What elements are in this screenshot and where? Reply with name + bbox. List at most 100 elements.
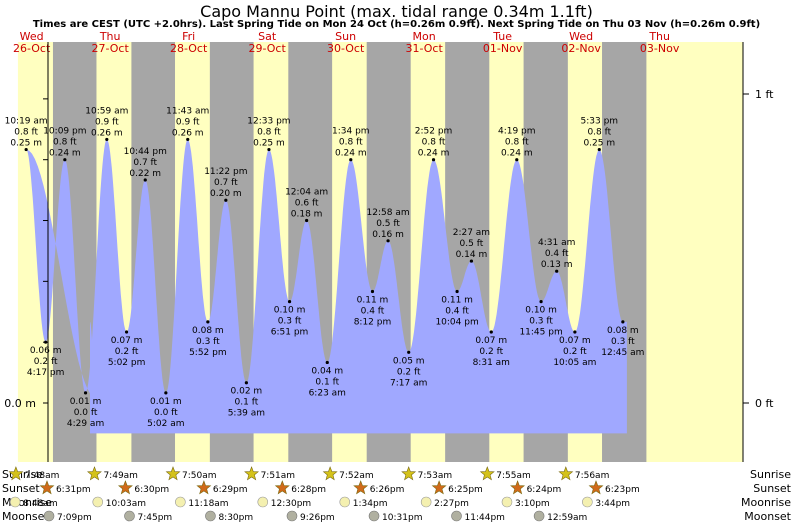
moonset-time: 11:44pm: [465, 513, 505, 523]
tide-point: [515, 158, 519, 162]
day-weekday-label: Wed: [20, 30, 44, 43]
tide-m-label: 0.11 m: [357, 295, 389, 305]
sunset-icon: [431, 480, 447, 495]
tide-point: [224, 198, 228, 202]
tide-m-label: 0.07 m: [559, 336, 591, 346]
tide-point: [386, 239, 390, 243]
tide-area: [26, 139, 627, 434]
tide-ft-label: 0.1 ft: [315, 377, 339, 387]
tide-time-label: 5:02 am: [147, 419, 184, 429]
tide-m-label: 0.10 m: [274, 306, 306, 316]
tide-time-label: 12:04 am: [285, 188, 328, 198]
tide-m-label: 0.24 m: [335, 149, 367, 159]
tide-m-label: 0.14 m: [456, 250, 488, 260]
moonrise-time: 12:30pm: [271, 499, 311, 509]
right-axis-label: 0 ft: [755, 397, 774, 410]
tide-point: [244, 381, 248, 385]
moonrise-time: 1:34pm: [353, 499, 388, 509]
sunset-time: 6:26pm: [370, 485, 405, 495]
day-date-label: 28-Oct: [170, 42, 208, 55]
tide-ft-label: 0.7 ft: [214, 178, 238, 188]
sunrise-time: 7:52am: [339, 471, 374, 481]
tide-time-label: 5:33 pm: [581, 117, 619, 127]
tide-ft-label: 0.3 ft: [196, 337, 220, 347]
tide-point: [370, 289, 375, 294]
tide-ft-label: 0.2 ft: [115, 347, 139, 357]
day-date-label: 26-Oct: [13, 42, 51, 55]
tide-m-label: 0.04 m: [311, 366, 343, 376]
tide-point: [63, 158, 67, 162]
tide-time-label: 10:44 pm: [124, 147, 167, 157]
tide-ft-label: 0.4 ft: [361, 306, 385, 316]
moonrise-icon: [582, 496, 593, 508]
tide-m-label: 0.25 m: [583, 139, 615, 149]
tide-m-label: 0.25 m: [253, 139, 285, 149]
chart-title: Capo Mannu Point (max. tidal range 0.34m…: [200, 2, 593, 21]
day-date-label: 30-Oct: [327, 42, 365, 55]
row-label-moonrise: Moonrise: [741, 496, 791, 509]
moonrise-time: 2:27pm: [434, 499, 469, 509]
day-weekday-label: Sun: [335, 30, 356, 43]
tide-point: [186, 137, 190, 142]
tide-time-label: 4:19 pm: [498, 127, 536, 137]
day-date-label: 01-Nov: [483, 42, 523, 55]
day-weekday-label: Wed: [569, 30, 593, 43]
tide-m-label: 0.02 m: [231, 387, 263, 397]
moonset-time: 8:30pm: [218, 513, 253, 523]
tide-m-label: 0.24 m: [501, 149, 533, 159]
tide-ft-label: 0.8 ft: [339, 138, 363, 148]
tide-point: [539, 300, 543, 304]
tide-m-label: 0.26 m: [172, 128, 204, 138]
moonrise-time: 3:44pm: [595, 499, 630, 509]
moonset-time: 7:09pm: [57, 513, 92, 523]
tide-m-label: 0.26 m: [91, 128, 123, 138]
tide-m-label: 0.08 m: [607, 326, 639, 336]
day-weekday-label: Fri: [182, 30, 195, 43]
tide-ft-label: 0.8 ft: [422, 138, 446, 148]
chart-subtitle: Times are CEST (UTC +2.0hrs). Last Sprin…: [32, 19, 761, 30]
sunrise-icon: [558, 466, 574, 481]
moonset-time: 7:45pm: [137, 513, 172, 523]
tide-ft-label: 0.0 ft: [74, 408, 98, 418]
sunset-time: 6:24pm: [527, 485, 562, 495]
tide-time-label: 5:02 pm: [108, 358, 146, 368]
moonrise-icon: [501, 496, 513, 508]
moonset-icon: [43, 510, 55, 522]
tide-ft-label: 0.8 ft: [257, 128, 281, 138]
tide-ft-label: 0.0 ft: [154, 408, 178, 418]
row-label-moonset: Moonset: [2, 510, 49, 523]
tide-time-label: 7:17 am: [390, 378, 427, 388]
tide-point: [489, 330, 493, 334]
tide-point: [105, 137, 109, 142]
tide-point: [44, 340, 48, 344]
tide-time-label: 10:05 am: [553, 358, 596, 368]
tide-time-label: 11:45 pm: [519, 328, 562, 338]
tide-time-label: 10:19 am: [5, 117, 48, 127]
tide-time-label: 12:45 am: [601, 348, 644, 358]
tide-m-label: 0.24 m: [49, 149, 81, 159]
tide-point: [206, 320, 210, 324]
moonset-icon: [451, 510, 462, 522]
tide-ft-label: 0.4 ft: [445, 306, 469, 316]
tide-m-label: 0.01 m: [150, 397, 182, 407]
day-weekday-label: Mon: [413, 30, 436, 43]
row-label-sunset: Sunset: [753, 482, 791, 495]
sunset-time: 6:30pm: [134, 485, 169, 495]
tide-time-label: 6:23 am: [309, 388, 346, 398]
tide-time-label: 10:59 am: [85, 106, 128, 116]
tide-point: [287, 300, 292, 304]
tide-ft-label: 0.2 ft: [34, 357, 58, 367]
tide-point: [555, 269, 559, 273]
tide-point: [455, 289, 459, 294]
tide-time-label: 8:31 am: [473, 358, 510, 368]
tide-time-label: 10:04 pm: [435, 317, 478, 327]
tide-time-label: 6:51 pm: [271, 328, 309, 338]
sunrise-time: 7:50am: [182, 471, 217, 481]
tide-time-label: 2:27 am: [453, 228, 490, 238]
tide-time-label: 12:58 am: [367, 208, 410, 218]
left-axis-label: 0.0 m: [4, 397, 36, 410]
tide-m-label: 0.22 m: [129, 169, 161, 179]
day-date-label: 29-Oct: [249, 42, 287, 55]
sunset-icon: [510, 480, 526, 495]
tide-time-label: 2:52 pm: [415, 127, 453, 137]
